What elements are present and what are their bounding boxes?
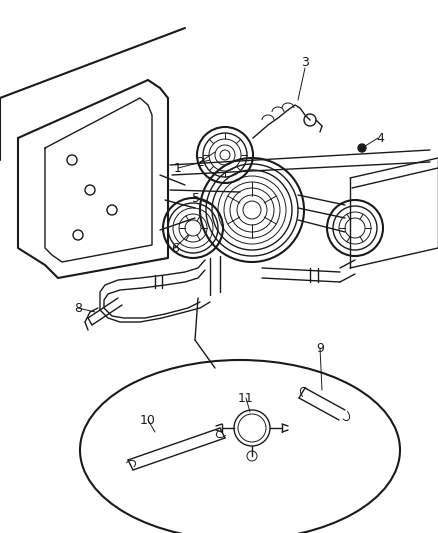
Circle shape: [358, 144, 366, 152]
Text: 1: 1: [174, 161, 182, 174]
Text: 8: 8: [74, 302, 82, 314]
Text: 9: 9: [316, 342, 324, 354]
Text: 6: 6: [171, 241, 179, 254]
Text: 5: 5: [192, 191, 200, 205]
Text: 2: 2: [196, 156, 204, 168]
Text: 3: 3: [301, 55, 309, 69]
Text: 4: 4: [376, 132, 384, 144]
Text: 11: 11: [238, 392, 254, 405]
Text: 10: 10: [140, 414, 156, 426]
